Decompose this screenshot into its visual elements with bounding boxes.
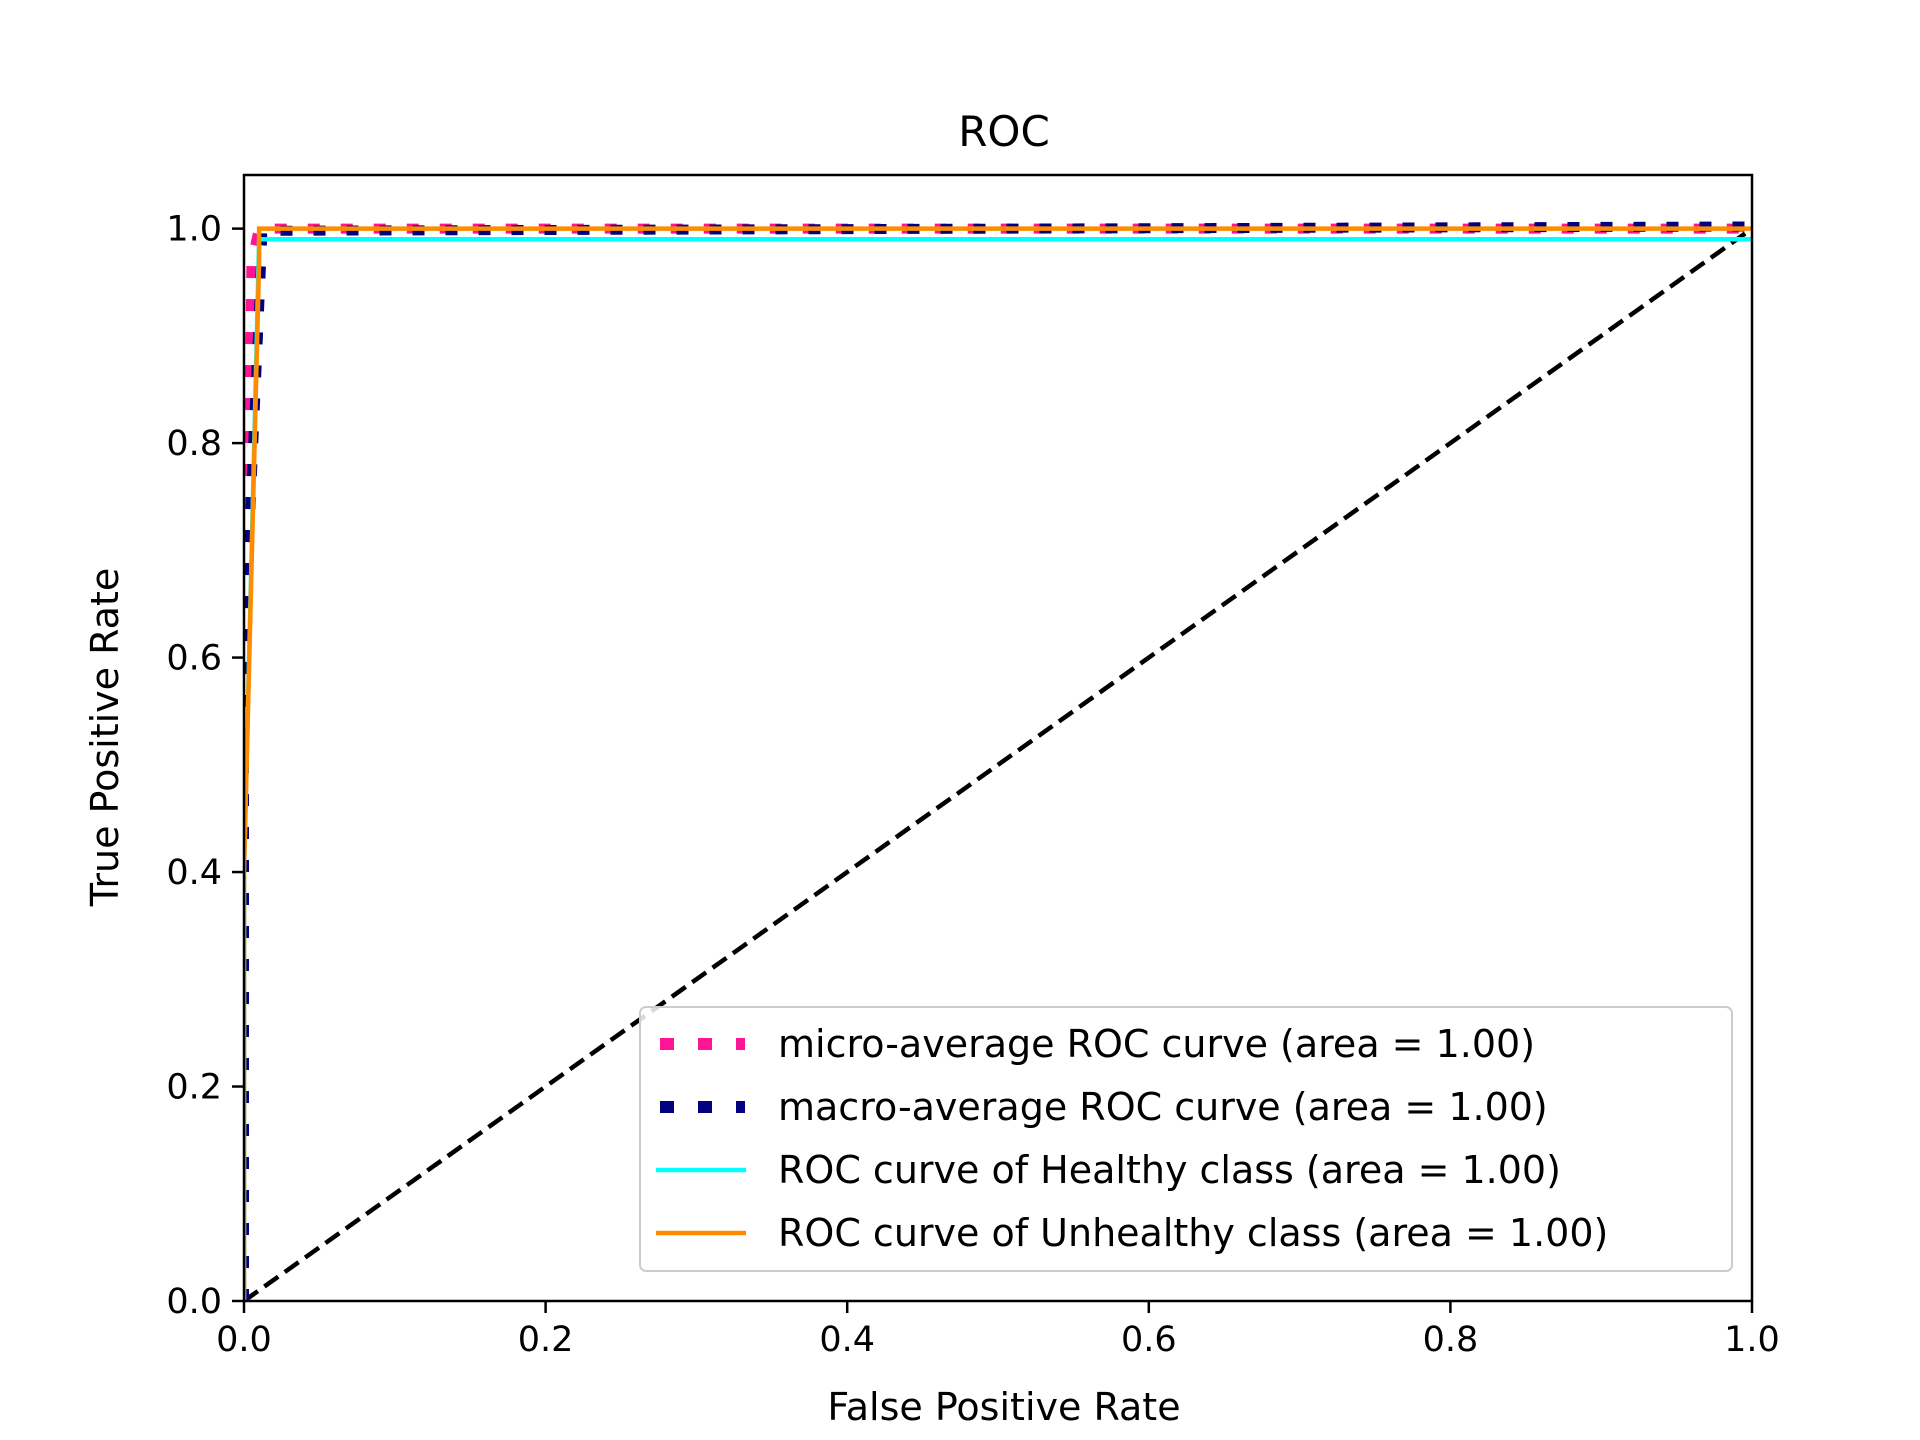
unhealthy-class-roc-line	[244, 226, 1752, 1301]
legend-box	[639, 1006, 1733, 1272]
x-tick-label: 1.0	[1724, 1320, 1780, 1360]
x-axis-label: False Positive Rate	[827, 1385, 1180, 1429]
legend-label: ROC curve of Unhealthy class (area = 1.0…	[778, 1211, 1608, 1255]
y-tick-label: 0.4	[166, 853, 222, 893]
legend-entry-micro-average: micro-average ROC curve (area = 1.00)	[660, 1022, 1535, 1066]
legend-label: micro-average ROC curve (area = 1.00)	[778, 1022, 1535, 1066]
legend-label: ROC curve of Healthy class (area = 1.00)	[778, 1148, 1561, 1192]
x-tick-label: 0.8	[1423, 1320, 1479, 1360]
legend: micro-average ROC curve (area = 1.00) mac…	[639, 1006, 1733, 1272]
x-tick-label: 0.2	[518, 1320, 574, 1360]
legend-label: macro-average ROC curve (area = 1.00)	[778, 1085, 1548, 1129]
x-tick-label: 0.0	[216, 1320, 272, 1360]
y-tick-label: 1.0	[166, 210, 222, 250]
legend-entry-macro-average: macro-average ROC curve (area = 1.00)	[660, 1085, 1548, 1129]
reference-diagonal-line	[244, 226, 1754, 1301]
series-group	[244, 221, 1754, 1301]
y-tick-label: 0.8	[166, 424, 222, 464]
plot-area: 0.0 0.2 0.4 0.6 0.8 1.0 0.0 0.2 0.4 0.6 0.8 1.0	[166, 173, 1780, 1360]
y-tick-label: 0.2	[166, 1068, 222, 1108]
y-tick-label: 0.0	[166, 1282, 222, 1322]
y-axis-label: True Positive Rate	[83, 568, 127, 908]
x-tick-label: 0.6	[1121, 1320, 1177, 1360]
chart-title: ROC	[958, 107, 1050, 156]
legend-entry-unhealthy: ROC curve of Unhealthy class (area = 1.0…	[656, 1211, 1608, 1255]
legend-entry-healthy: ROC curve of Healthy class (area = 1.00)	[656, 1148, 1561, 1192]
y-tick-label: 0.6	[166, 639, 222, 679]
axes-frame	[242, 173, 1754, 1303]
x-tick-label: 0.4	[819, 1320, 875, 1360]
